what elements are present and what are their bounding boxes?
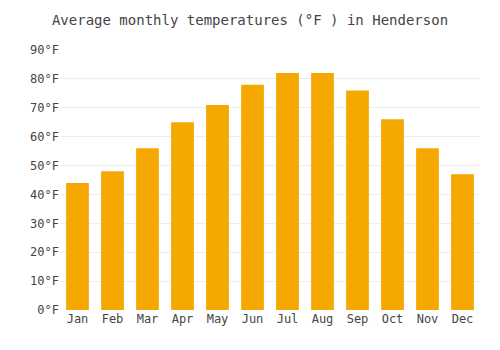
svg-text:May: May bbox=[207, 312, 229, 326]
svg-text:10°F: 10°F bbox=[30, 274, 59, 288]
svg-text:Feb: Feb bbox=[102, 312, 124, 326]
svg-text:80°F: 80°F bbox=[30, 72, 59, 86]
svg-text:40°F: 40°F bbox=[30, 188, 59, 202]
svg-text:70°F: 70°F bbox=[30, 101, 59, 115]
svg-text:Apr: Apr bbox=[172, 312, 194, 326]
svg-text:Sep: Sep bbox=[347, 312, 369, 326]
svg-text:20°F: 20°F bbox=[30, 245, 59, 259]
svg-text:60°F: 60°F bbox=[30, 130, 59, 144]
svg-text:Jan: Jan bbox=[67, 312, 89, 326]
svg-text:Oct: Oct bbox=[382, 312, 404, 326]
svg-text:Jul: Jul bbox=[277, 312, 299, 326]
svg-text:0°F: 0°F bbox=[37, 303, 59, 317]
svg-text:Aug: Aug bbox=[312, 312, 334, 326]
svg-text:Dec: Dec bbox=[452, 312, 474, 326]
svg-text:50°F: 50°F bbox=[30, 159, 59, 173]
svg-text:Jun: Jun bbox=[242, 312, 264, 326]
svg-text:Nov: Nov bbox=[417, 312, 439, 326]
svg-text:Mar: Mar bbox=[137, 312, 159, 326]
svg-text:90°F: 90°F bbox=[30, 43, 59, 57]
svg-text:Average monthly temperatures (: Average monthly temperatures (°F ) in He… bbox=[52, 12, 448, 28]
svg-text:30°F: 30°F bbox=[30, 217, 59, 231]
